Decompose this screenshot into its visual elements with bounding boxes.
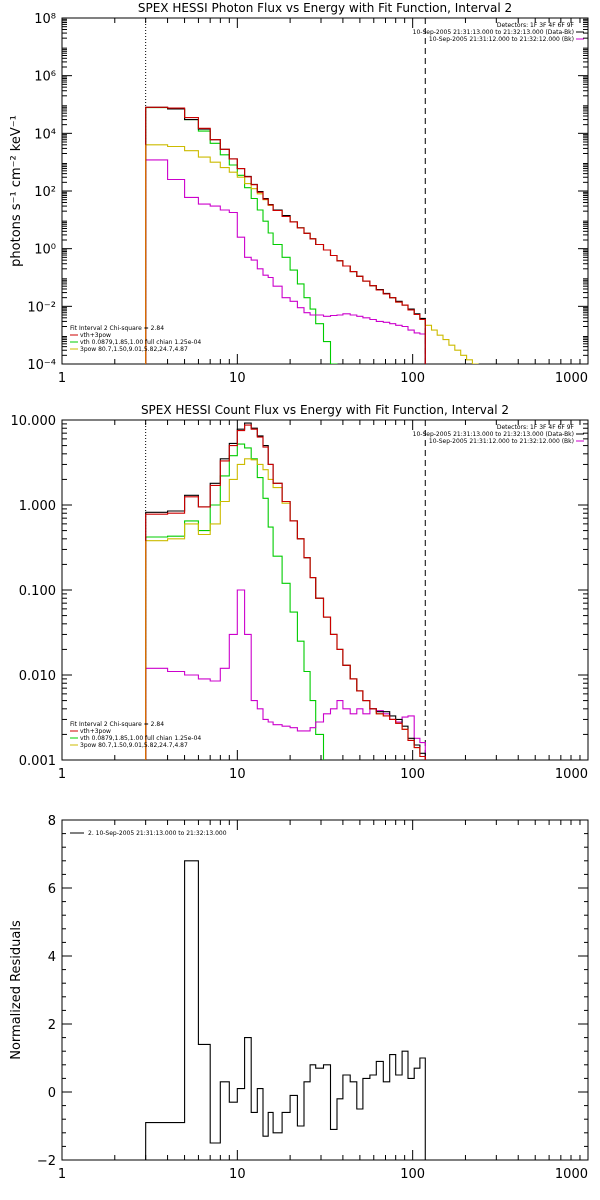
panel-3: 1 10 100 1000 −2 0 2 4 6 8 Normalized Residuals 2. … [9, 814, 589, 1182]
y-tick-label: 10⁶ [34, 70, 56, 85]
plot-frame [61, 17, 589, 365]
y-tick-label: 0.010 [19, 669, 56, 684]
plot-area [145, 106, 479, 364]
y-tick-label: 2 [48, 1018, 56, 1033]
plot-frame [61, 419, 589, 761]
y-tick-label: 1.000 [19, 499, 56, 514]
header-line: 10-Sep-2005 21:31:13.000 to 21:32:13.000… [413, 431, 574, 438]
x-tick-label: 10 [229, 767, 246, 782]
x-tick-label: 10 [229, 371, 246, 386]
y-tick-label: −2 [37, 1154, 56, 1169]
panel-1: SPEX HESSI Photon Flux vs Energy with Fi… [9, 1, 589, 386]
y-tick-label: 10⁸ [34, 12, 56, 27]
series-line-vth-3pow [145, 424, 426, 760]
y-tick-label: 0 [48, 1086, 56, 1101]
y-tick-label: 10⁻⁴ [27, 358, 56, 373]
y-tick-label: 4 [48, 950, 56, 965]
y-axis-label: photons s⁻¹ cm⁻² keV⁻¹ [9, 115, 24, 267]
series-line-bk [145, 159, 426, 364]
legend-title: Fit Interval 2 Chi-square = 2.84 [70, 325, 164, 332]
legend-entry: 3pow 80.7,1.50,9.01,5.82,24.7,4.87 [80, 346, 188, 353]
legend-title: Fit Interval 2 Chi-square = 2.84 [70, 721, 164, 728]
header-line: Detectors: 1F 3F 4F 6F 9F [497, 22, 575, 29]
x-tick-label: 1 [58, 371, 66, 386]
legend-entry: vth 0.0879,1.85,1.00 full chian 1.25e-04 [80, 339, 201, 346]
plot-frame [61, 819, 589, 1161]
series-line-data-bk [145, 422, 426, 760]
y-axis-label: Normalized Residuals [9, 920, 24, 1060]
y-tick-label: 10⁰ [34, 243, 56, 258]
x-tick-label: 1000 [555, 1167, 588, 1182]
y-tick-label: 10.000 [11, 414, 57, 429]
series-line-vth [145, 443, 325, 760]
x-tick-label: 1 [58, 767, 66, 782]
series-line-residuals [145, 860, 426, 1160]
y-tick-label: 10⁻² [27, 300, 56, 315]
series-line-bk [145, 589, 426, 760]
header-line: 10-Sep-2005 21:31:12.000 to 21:32:12.000… [429, 36, 574, 43]
y-tick-label: 8 [48, 814, 56, 829]
plot-area [145, 860, 426, 1160]
x-tick-label: 100 [400, 767, 425, 782]
series-line-vth-3pow [145, 106, 426, 364]
legend-entry: vth 0.0879,1.85,1.00 full chian 1.25e-04 [80, 735, 201, 742]
panel-2: SPEX HESSI Count Flux vs Energy with Fit… [11, 403, 589, 782]
y-tick-label: 10² [34, 185, 56, 200]
x-tick-label: 1000 [555, 767, 588, 782]
chart-title: SPEX HESSI Photon Flux vs Energy with Fi… [138, 1, 512, 15]
x-tick-label: 100 [400, 1167, 425, 1182]
x-tick-label: 100 [400, 371, 425, 386]
legend-entry: vth+3pow [80, 728, 111, 735]
plot-area [145, 422, 426, 760]
header-line: 10-Sep-2005 21:31:12.000 to 21:32:12.000… [429, 438, 574, 445]
series-line-data-bk [145, 106, 426, 364]
header-line: Detectors: 1F 3F 4F 6F 9F [497, 424, 575, 431]
legend-entry: vth+3pow [80, 332, 111, 339]
y-tick-label: 0.001 [19, 754, 56, 769]
y-tick-label: 6 [48, 882, 56, 897]
legend-entry: 3pow 80.7,1.50,9.01,5.82,24.7,4.87 [80, 742, 188, 749]
legend-entry: 2. 10-Sep-2005 21:31:13.000 to 21:32:13.… [88, 830, 227, 837]
chart-title: SPEX HESSI Count Flux vs Energy with Fit… [141, 403, 509, 417]
y-tick-label: 10⁴ [34, 127, 56, 142]
series-line-vth [145, 107, 338, 364]
y-tick-label: 0.100 [19, 584, 56, 599]
x-tick-label: 1000 [555, 371, 588, 386]
x-tick-label: 1 [58, 1167, 66, 1182]
x-tick-label: 10 [229, 1167, 246, 1182]
header-line: 10-Sep-2005 21:31:13.000 to 21:32:13.000… [413, 29, 574, 36]
